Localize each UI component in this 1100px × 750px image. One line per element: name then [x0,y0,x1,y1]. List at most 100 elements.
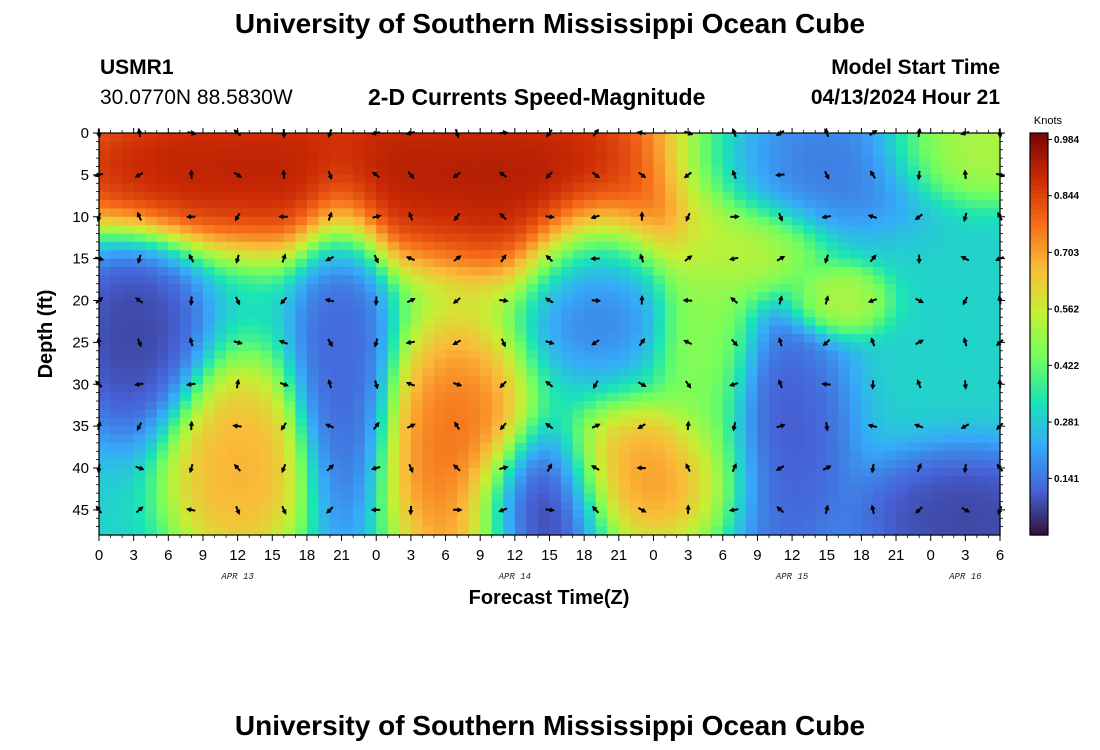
heatmap-cell [803,426,816,436]
heatmap-cell [711,283,724,293]
heatmap-cell [318,375,331,385]
heatmap-cell [179,149,193,159]
heatmap-cell [330,141,343,151]
heatmap-cell [214,258,227,268]
heatmap-cell [468,258,481,268]
heatmap-cell [792,308,805,318]
heatmap-cell [249,367,262,377]
heatmap-cell [734,325,747,335]
heatmap-cell [988,342,1001,352]
current-vector-arrow [188,169,194,179]
colorbar-segment [1030,486,1048,492]
current-vector-arrow [545,214,555,220]
heatmap-cell [757,451,770,461]
heatmap-cell [341,300,354,310]
heatmap-cell [803,442,816,452]
heatmap-cell [722,250,735,260]
heatmap-cell [272,518,285,528]
heatmap-cell [537,267,551,276]
heatmap-cell [468,283,481,293]
heatmap-cell [930,334,943,343]
heatmap-cell [861,401,874,410]
heatmap-cell [99,183,112,193]
colorbar-segment [1030,205,1048,210]
heatmap-cell [168,459,181,469]
heatmap-cell [607,375,620,385]
current-vector-arrow [730,297,739,304]
heatmap-cell [942,459,955,469]
heatmap-cell [826,225,839,235]
heatmap-cell [688,258,701,268]
heatmap-cell [607,308,620,318]
heatmap-cell [503,501,516,511]
heatmap-cell [861,216,874,226]
heatmap-cell [133,334,146,343]
heatmap-cell [353,367,366,377]
heatmap-cell [792,141,805,151]
heatmap-cell [826,300,839,310]
heatmap-cell [156,526,169,536]
heatmap-cell [410,493,424,503]
heatmap-cell [445,384,458,394]
heatmap-cell [815,476,828,486]
heatmap-cell [318,241,331,251]
heatmap-cell [561,442,574,452]
heatmap-cell [306,233,320,243]
heatmap-cell [318,451,331,461]
heatmap-cell [156,275,169,285]
current-vector-arrow [327,211,333,221]
heatmap-cell [422,367,435,377]
heatmap-cell [445,300,458,310]
heatmap-cell [815,275,828,285]
heatmap-cell [630,149,643,159]
heatmap-cell [595,174,608,184]
heatmap-cell [422,149,435,159]
heatmap-cell [919,384,932,394]
colorbar-segment [1030,390,1048,395]
heatmap-cell [618,509,631,519]
current-vector-arrow [636,465,646,471]
heatmap-cell [653,434,666,444]
heatmap-cell [896,208,909,218]
heatmap-cell [122,392,135,402]
heatmap-cell [896,518,909,528]
heatmap-cell [145,468,158,477]
heatmap-cell [353,409,366,419]
heatmap-cell [410,300,424,310]
heatmap-cell [283,267,296,276]
colorbar-tick-label: 0.281 [1054,418,1079,429]
heatmap-cell [711,308,724,318]
heatmap-cell [768,434,782,444]
heatmap-cell [665,308,678,318]
heatmap-cell [318,392,331,402]
heatmap-cell [699,468,712,477]
heatmap-cell [237,166,250,176]
heatmap-cell [306,292,320,302]
heatmap-cell [260,216,273,226]
heatmap-cell [503,342,516,352]
y-tick-label: 45 [72,502,89,519]
current-vector-arrow [327,379,333,389]
heatmap-cell [826,258,839,268]
heatmap-cell [364,208,377,218]
heatmap-cell [387,342,400,352]
heatmap-cell [537,141,551,151]
heatmap-cell [584,233,597,243]
heatmap-cell [988,158,1001,168]
heatmap-cell [757,375,770,385]
heatmap-cell [237,225,250,235]
heatmap-cell [711,409,724,419]
heatmap-cell [295,401,308,410]
heatmap-cell [491,409,504,419]
heatmap-cell [179,476,193,486]
heatmap-cell [792,334,805,343]
heatmap-cell [768,476,782,486]
heatmap-cell [202,501,216,511]
heatmap-cell [838,233,851,243]
heatmap-cell [260,493,273,503]
heatmap-cell [792,367,805,377]
heatmap-cell [156,208,169,218]
heatmap-cell [537,501,551,511]
heatmap-cell [306,191,320,201]
heatmap-cell [445,325,458,335]
